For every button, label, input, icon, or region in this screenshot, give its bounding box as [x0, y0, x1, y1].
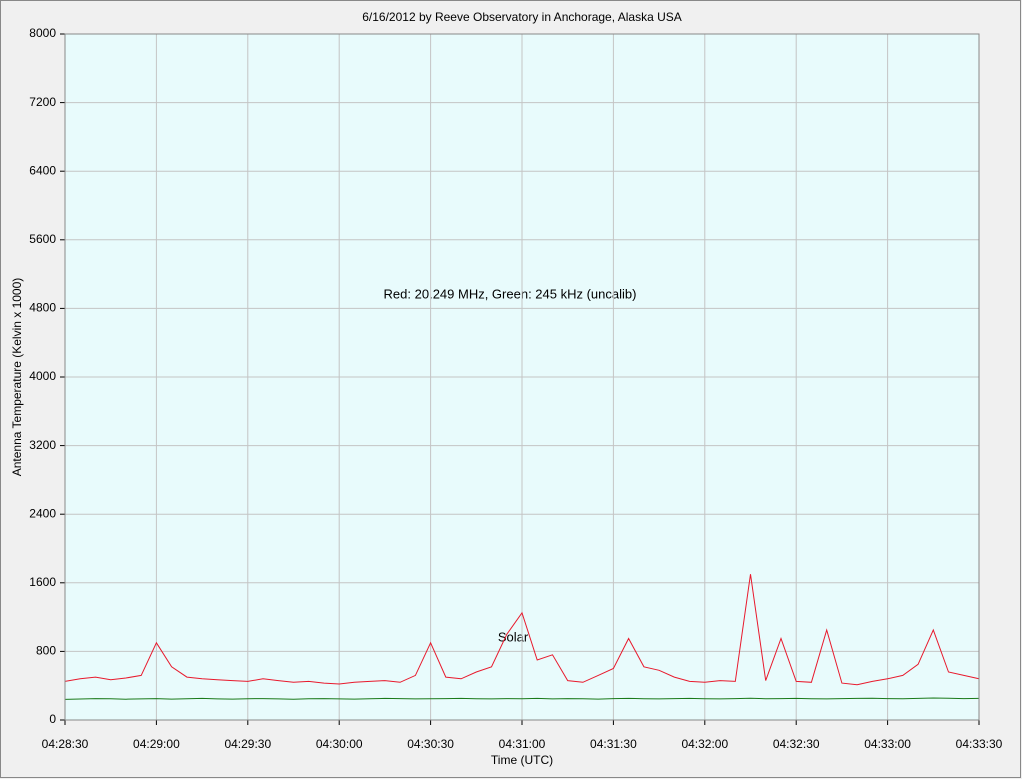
- y-tick-label: 800: [36, 644, 56, 658]
- y-tick-label: 6400: [29, 163, 56, 177]
- x-tick-label: 04:29:30: [224, 737, 271, 751]
- annotation: Red: 20.249 MHz, Green: 245 kHz (uncalib…: [384, 286, 637, 301]
- y-tick-label: 7200: [29, 95, 56, 109]
- chart-title: 6/16/2012 by Reeve Observatory in Anchor…: [362, 10, 682, 24]
- y-tick-label: 3200: [29, 438, 56, 452]
- y-tick-label: 4800: [29, 301, 56, 315]
- x-tick-label: 04:32:30: [773, 737, 820, 751]
- x-tick-label: 04:33:00: [864, 737, 911, 751]
- y-tick-label: 0: [49, 712, 56, 726]
- y-tick-label: 8000: [29, 26, 56, 40]
- y-tick-label: 2400: [29, 506, 56, 520]
- y-tick-label: 5600: [29, 232, 56, 246]
- y-tick-label: 1600: [29, 575, 56, 589]
- x-tick-label: 04:30:30: [407, 737, 454, 751]
- y-axis-label: Antenna Temperature (Kelvin x 1000): [10, 278, 24, 477]
- annotation: Solar: [498, 629, 529, 644]
- x-tick-label: 04:31:30: [590, 737, 637, 751]
- x-tick-label: 04:32:00: [681, 737, 728, 751]
- x-tick-label: 04:29:00: [133, 737, 180, 751]
- x-tick-label: 04:30:00: [316, 737, 363, 751]
- x-axis-label: Time (UTC): [491, 753, 553, 767]
- series-line: [64, 574, 980, 686]
- series-line: [64, 697, 980, 700]
- y-tick-label: 4000: [29, 369, 56, 383]
- x-tick-label: 04:33:30: [956, 737, 1003, 751]
- x-tick-label: 04:31:00: [499, 737, 546, 751]
- x-tick-label: 04:28:30: [42, 737, 89, 751]
- plot-border: [64, 33, 980, 721]
